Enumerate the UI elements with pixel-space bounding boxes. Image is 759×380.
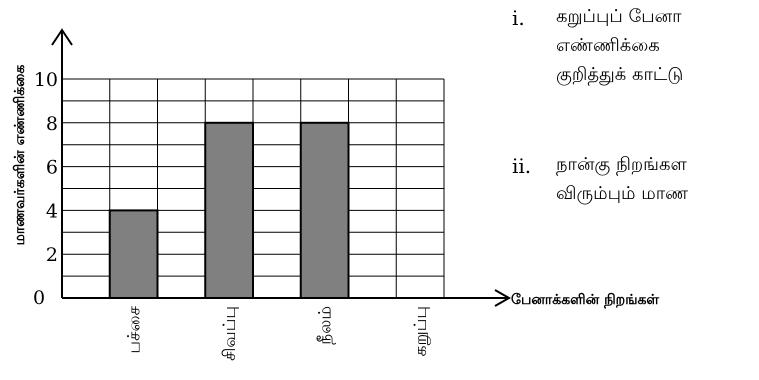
category-label-4: கறுப்பு	[411, 306, 431, 356]
y-axis-arrow-icon	[51, 28, 73, 46]
question-1-line-2: எண்ணிக்கை	[556, 35, 660, 56]
category-labels: பச்சை சிவப்பு நீலம் கறுப்பு	[125, 305, 432, 360]
question-2-number: ii.	[512, 154, 532, 178]
question-2-text: நான்கு நிறங்கள விரும்பும் மாண	[556, 150, 688, 208]
x-origin-label: 0	[33, 287, 45, 309]
y-tick-label: 4	[46, 200, 58, 222]
category-label-2: சிவப்பு	[220, 306, 240, 361]
y-tick-label: 8	[46, 113, 58, 135]
y-axis-title: மாணவர்களின் எண்ணிக்கை	[12, 65, 28, 246]
y-tick-label: 10	[34, 69, 58, 91]
bar-1	[108, 209, 159, 299]
category-label-1: பச்சை	[125, 305, 145, 353]
x-axis-arrow-icon	[494, 289, 512, 307]
bar-2	[204, 121, 254, 299]
category-label-3: நீலம்	[316, 306, 336, 345]
bar-3	[299, 121, 350, 299]
y-tick-label: 2	[46, 244, 58, 266]
bars	[108, 121, 350, 299]
question-2-line-2: விரும்பும் மாண	[556, 183, 689, 204]
question-2-line-1: நான்கு நிறங்கள	[556, 154, 687, 175]
y-tick-label: 6	[46, 157, 58, 179]
question-1-line-3: குறித்துக் காட்டு	[556, 64, 684, 85]
question-1-number: i.	[512, 6, 525, 30]
axes	[51, 28, 512, 307]
x-axis-title: பேனாக்களின் நிறங்கள்	[511, 292, 659, 309]
question-1-text: கறுப்புப் பேனா எண்ணிக்கை குறித்துக் காட்…	[556, 2, 683, 89]
y-tick-labels: 2 4 6 8 10	[34, 69, 58, 266]
question-1-line-1: கறுப்புப் பேனா	[556, 6, 682, 27]
